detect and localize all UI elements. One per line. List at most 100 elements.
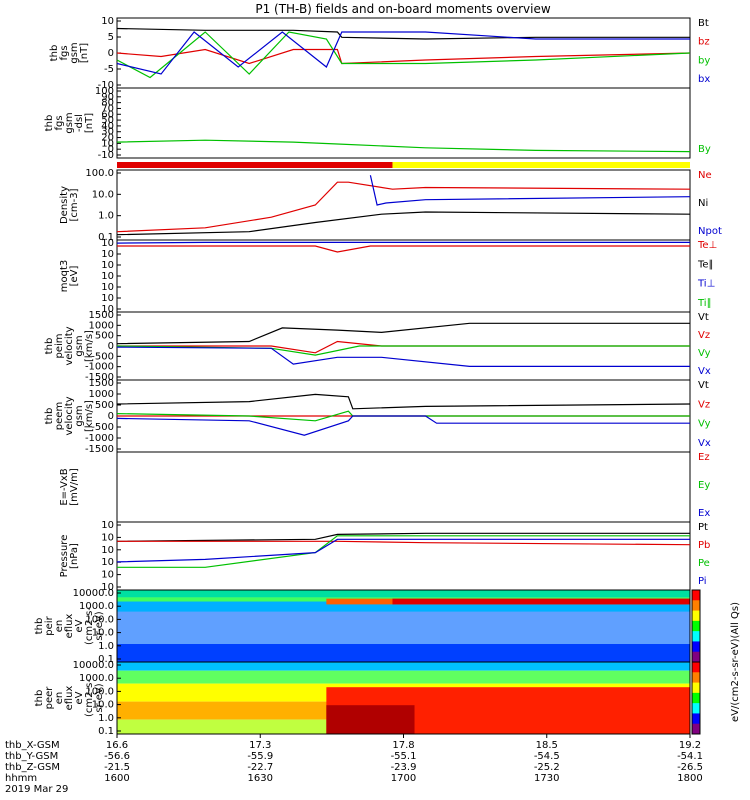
panel-efield: E=-VxB [mV/m] Ez Ey Ex bbox=[59, 451, 710, 523]
legend-label: bz bbox=[698, 37, 710, 48]
colorbar-segment bbox=[692, 651, 700, 663]
y-tick-label: 10 bbox=[101, 304, 114, 315]
x-row-label: thb_Z-GSM bbox=[5, 762, 60, 773]
legend-label: Vx bbox=[698, 438, 711, 449]
legend-label: Vx bbox=[698, 366, 711, 377]
series-line-Vx bbox=[116, 415, 690, 436]
spectrogram-band bbox=[326, 705, 415, 734]
colorbar-segment bbox=[692, 600, 700, 612]
y-tick-label: 10 bbox=[101, 582, 114, 593]
x-row-value: 1730 bbox=[534, 773, 559, 784]
y-axis-label: velocity bbox=[64, 396, 75, 435]
x-row-value: 1800 bbox=[677, 773, 702, 784]
y-tick-label: -1000 bbox=[85, 433, 114, 444]
y-tick-label: 0.1 bbox=[98, 232, 114, 243]
legend-label: Bt bbox=[698, 18, 709, 29]
y-tick-label: 10 bbox=[101, 293, 114, 304]
y-tick-label: 0.1 bbox=[98, 654, 114, 665]
spectrogram-band bbox=[117, 644, 690, 662]
y-axis-label: eV bbox=[74, 691, 85, 704]
legend-label: Ni bbox=[698, 198, 708, 209]
panel-frame bbox=[116, 239, 691, 313]
colorbar-segment bbox=[692, 713, 700, 725]
x-row-value: -55.9 bbox=[247, 751, 273, 762]
y-tick-label: 1.0 bbox=[98, 641, 114, 652]
y-axis-label: moqt3 bbox=[59, 260, 70, 293]
x-row-value: 17.3 bbox=[249, 740, 271, 751]
legend-label: Pe bbox=[698, 558, 710, 569]
y-axis-label: thb bbox=[34, 618, 45, 635]
series-line-Ti bbox=[116, 241, 690, 244]
y-tick-label: 10.0 bbox=[92, 189, 114, 200]
y-axis-label: [km/s] bbox=[84, 400, 95, 432]
y-tick-label: 10.0 bbox=[92, 700, 114, 711]
series-line-Pi bbox=[116, 538, 690, 563]
y-tick-label: 0.1 bbox=[98, 726, 114, 737]
legend-label: Ex bbox=[698, 508, 710, 519]
y-axis-label: gsm bbox=[74, 405, 85, 426]
y-axis-label: [km/s] bbox=[84, 330, 95, 362]
y-tick-label: 20 bbox=[101, 133, 114, 144]
x-row-value: 18.5 bbox=[536, 740, 558, 751]
legend-label: Vt bbox=[698, 312, 709, 323]
colorbar-segment bbox=[692, 672, 700, 684]
y-tick-label: 5 bbox=[108, 32, 114, 43]
legend-label: Pt bbox=[698, 522, 708, 533]
y-tick-label: 0 bbox=[108, 411, 114, 422]
spectrogram-band bbox=[392, 598, 690, 605]
legend-label: Pi bbox=[698, 576, 707, 587]
y-tick-label: 0 bbox=[108, 341, 114, 352]
mode-bar-slow bbox=[117, 162, 393, 168]
x-row-label: thb_Y-GSM bbox=[5, 751, 58, 762]
y-axis-label: eflux bbox=[64, 614, 75, 639]
figure-title: P1 (TH-B) fields and on-board moments ov… bbox=[255, 2, 551, 16]
y-axis-label: en bbox=[54, 692, 65, 705]
y-axis-label: gsm bbox=[74, 335, 85, 356]
y-tick-label: 10 bbox=[101, 260, 114, 271]
y-axis-label: E=-VxB bbox=[59, 468, 70, 505]
y-tick-label: 500 bbox=[95, 331, 114, 342]
y-tick-label: 10 bbox=[101, 282, 114, 293]
y-axis-label: Pressure bbox=[59, 535, 70, 578]
series-line-By bbox=[116, 139, 691, 153]
panel-frame bbox=[116, 87, 691, 159]
spectrogram-band bbox=[117, 670, 690, 684]
y-tick-label: 1000 bbox=[89, 320, 114, 331]
x-row-value: -21.5 bbox=[104, 762, 130, 773]
series-line-Ni bbox=[116, 211, 691, 236]
y-tick-label: 10000.0 bbox=[73, 660, 114, 671]
y-tick-label: -500 bbox=[91, 351, 114, 362]
y-tick-label: 100.0 bbox=[85, 614, 114, 625]
y-axis-label: gsm bbox=[69, 42, 80, 63]
series-line-Ne bbox=[116, 181, 691, 233]
panel-peer_spec: 10000.0 1000.0 100.0 10.0 1.0 0.1 thb peer en efl… bbox=[34, 660, 691, 737]
y-axis-label: thb bbox=[44, 115, 55, 132]
y-axis-label: -dsl bbox=[74, 114, 85, 132]
y-tick-label: 30 bbox=[101, 127, 114, 138]
legend-label: Vz bbox=[698, 399, 710, 410]
y-tick-label: 10 bbox=[101, 532, 114, 543]
legend-label: Ey bbox=[698, 480, 710, 491]
legend-label: Ez bbox=[698, 452, 710, 463]
y-tick-label: 500 bbox=[95, 400, 114, 411]
series-line-Pb bbox=[117, 540, 691, 546]
panel-frame bbox=[116, 169, 691, 241]
y-axis-label: [mV/m] bbox=[69, 468, 80, 506]
y-tick-label: 80 bbox=[101, 98, 114, 109]
y-tick-label: 1000.0 bbox=[79, 673, 114, 684]
series-line-Pt bbox=[116, 532, 690, 542]
spectrogram-band bbox=[117, 611, 690, 644]
y-axis-label: thb bbox=[34, 690, 45, 707]
y-tick-label: 1.0 bbox=[98, 713, 114, 724]
y-tick-label: 10 bbox=[101, 570, 114, 581]
y-axis-label: Density bbox=[59, 186, 70, 224]
y-tick-label: -1500 bbox=[85, 372, 114, 383]
spectrogram-band bbox=[117, 662, 690, 671]
